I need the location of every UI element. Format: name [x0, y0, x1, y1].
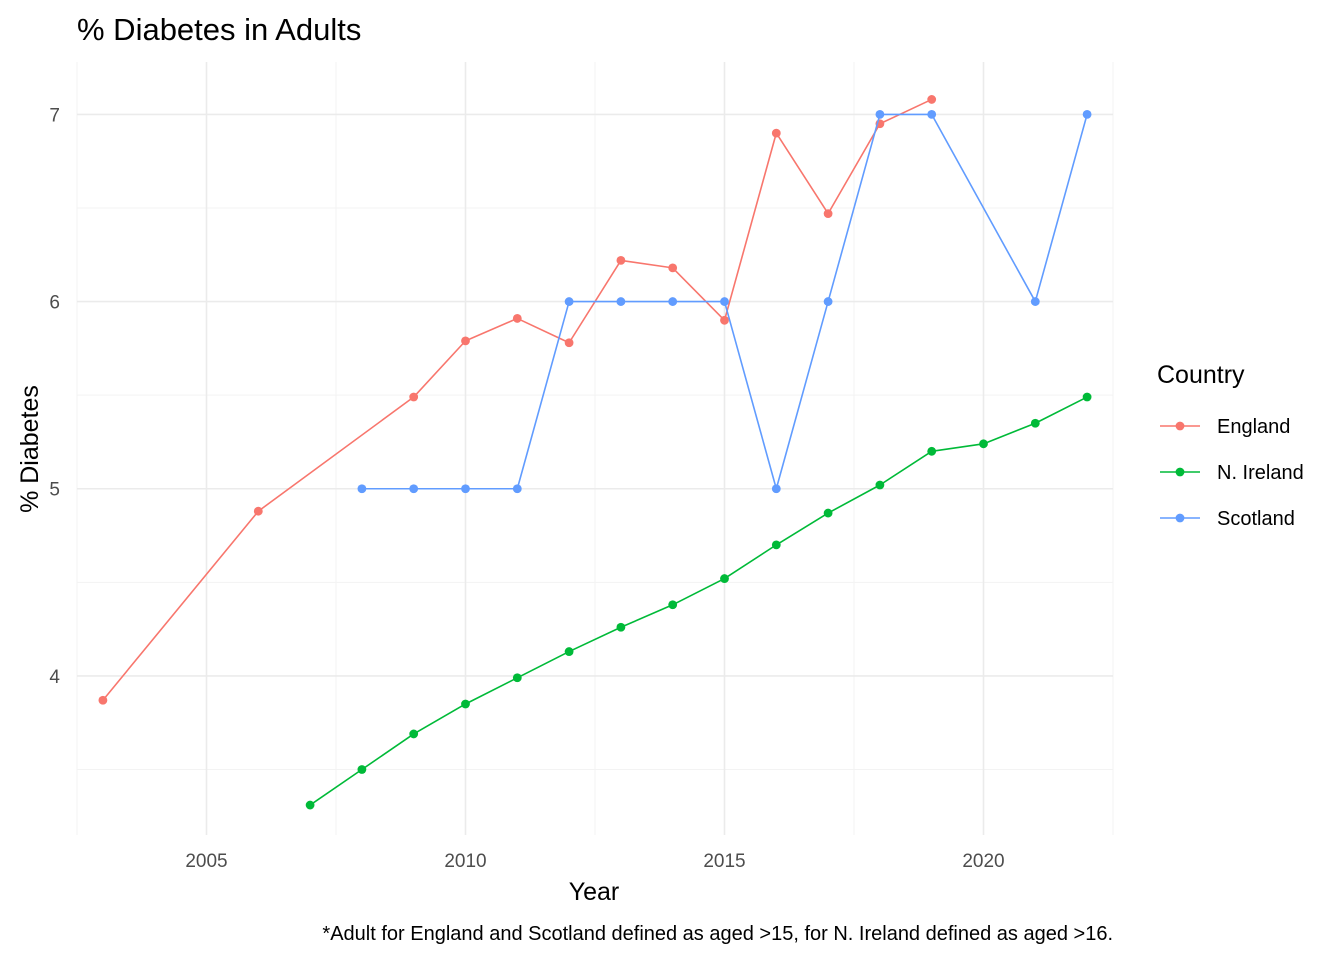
data-point-n-ireland [409, 729, 419, 739]
data-point-scotland [771, 484, 781, 494]
legend-title: Country [1157, 361, 1245, 389]
data-point-n-ireland [771, 540, 781, 550]
series-scotland [357, 110, 1092, 494]
data-point-n-ireland [823, 508, 833, 518]
data-point-n-ireland [305, 800, 315, 810]
data-point-scotland [823, 297, 833, 306]
data-point-england [461, 336, 470, 346]
data-point-england [616, 255, 626, 265]
data-point-england [512, 314, 522, 323]
series-n-ireland [305, 392, 1092, 810]
data-point-n-ireland [1082, 392, 1092, 402]
legend-item-england: England [1160, 416, 1290, 438]
legend-label: Scotland [1217, 508, 1295, 530]
series-line-n-ireland [309, 396, 1088, 806]
data-point-n-ireland [875, 480, 885, 490]
data-point-scotland [927, 110, 937, 119]
x-tick-label: 2005 [185, 851, 227, 872]
data-point-england [927, 95, 937, 104]
data-point-england [564, 338, 574, 348]
data-point-scotland [409, 484, 419, 494]
legend: Country England N. Ireland Scotland [1157, 361, 1304, 530]
data-point-n-ireland [1030, 418, 1040, 428]
data-point-n-ireland [979, 439, 988, 449]
legend-key-point [1175, 467, 1185, 477]
data-point-n-ireland [512, 673, 522, 683]
legend-item-scotland: Scotland [1160, 508, 1295, 530]
data-point-n-ireland [564, 647, 574, 656]
x-axis-title: Year [569, 878, 620, 906]
legend-item-n-ireland: N. Ireland [1160, 462, 1304, 484]
series-lines [98, 95, 1092, 810]
data-point-scotland [1082, 110, 1092, 119]
data-point-scotland [720, 297, 729, 306]
data-point-scotland [512, 484, 522, 494]
data-point-scotland [668, 297, 678, 306]
data-point-england [409, 392, 419, 402]
data-point-n-ireland [668, 600, 678, 610]
data-point-england [98, 695, 108, 705]
data-point-england [668, 263, 678, 273]
y-tick-label: 7 [49, 105, 60, 126]
data-point-england [771, 128, 781, 138]
y-tick-label: 5 [49, 480, 60, 501]
data-point-scotland [616, 297, 626, 306]
series-line-scotland [361, 113, 1088, 490]
data-point-england [720, 315, 729, 325]
y-tick-label: 4 [49, 667, 60, 688]
legend-label: N. Ireland [1217, 462, 1304, 484]
data-point-n-ireland [720, 574, 729, 583]
axis-ticks: 2005 2010 2015 2020 4 5 6 7 [49, 105, 1004, 872]
legend-label: England [1217, 416, 1290, 438]
y-axis-title: % Diabetes [16, 385, 44, 513]
data-point-n-ireland [357, 765, 367, 774]
data-point-n-ireland [461, 699, 470, 709]
x-tick-label: 2015 [703, 851, 745, 872]
x-tick-label: 2020 [962, 851, 1004, 872]
chart-caption: *Adult for England and Scotland defined … [322, 923, 1113, 945]
data-point-scotland [357, 484, 367, 494]
grid-lines [76, 62, 1114, 835]
x-tick-label: 2010 [444, 851, 486, 872]
data-point-scotland [875, 110, 885, 119]
data-point-scotland [461, 484, 470, 494]
data-point-scotland [564, 297, 574, 306]
chart-title: % Diabetes in Adults [77, 12, 361, 47]
legend-key-point [1175, 513, 1185, 523]
data-point-n-ireland [927, 446, 937, 456]
legend-key-point [1175, 421, 1185, 431]
data-point-england [823, 209, 833, 219]
data-point-n-ireland [616, 622, 626, 632]
series-line-england [102, 98, 933, 701]
series-england [98, 95, 937, 705]
y-tick-label: 6 [49, 293, 60, 314]
data-point-scotland [1030, 297, 1040, 306]
data-point-england [253, 506, 263, 516]
